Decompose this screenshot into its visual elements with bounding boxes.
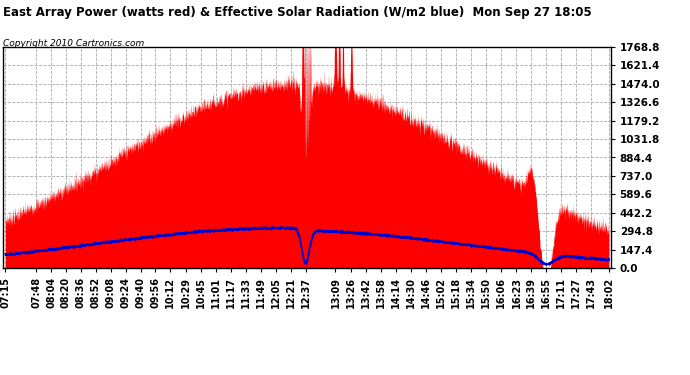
Text: East Array Power (watts red) & Effective Solar Radiation (W/m2 blue)  Mon Sep 27: East Array Power (watts red) & Effective… (3, 6, 592, 19)
Text: Copyright 2010 Cartronics.com: Copyright 2010 Cartronics.com (3, 39, 145, 48)
